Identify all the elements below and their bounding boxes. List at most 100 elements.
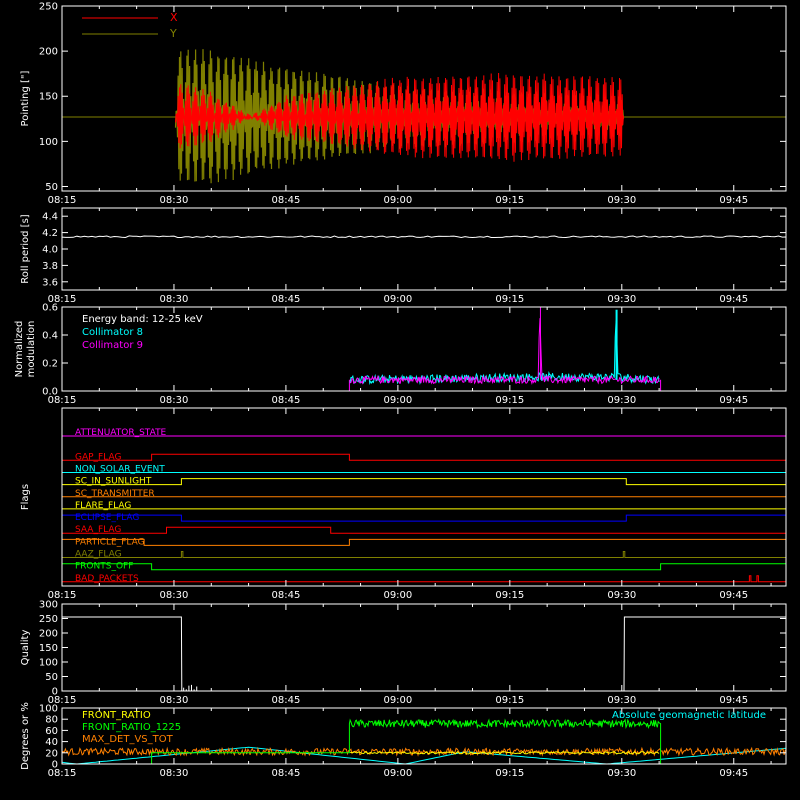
x-tick-label: 09:30 xyxy=(607,590,636,601)
y-tick-label: 200 xyxy=(39,47,58,58)
y-tick-label: 20 xyxy=(45,748,58,759)
y-tick-label: 4.0 xyxy=(42,245,58,256)
x-tick-label: 09:15 xyxy=(495,695,524,706)
y-tick-label: 0 xyxy=(52,687,58,698)
y-tick-label: 60 xyxy=(45,726,58,737)
modulation-legend-collimator-9: Collimator 9 xyxy=(82,340,143,351)
x-tick-label: 08:30 xyxy=(160,195,189,206)
panel-frame xyxy=(61,5,787,192)
axes-layer xyxy=(61,5,787,765)
x-tick-label: 08:45 xyxy=(272,195,301,206)
x-tick-label: 08:15 xyxy=(48,395,77,406)
panel-frame xyxy=(61,306,787,392)
x-tick-label: 09:00 xyxy=(383,294,412,305)
x-tick-label: 09:15 xyxy=(495,395,524,406)
y-tick-label: 0.6 xyxy=(42,303,58,314)
y-tick-label: 0.4 xyxy=(42,331,58,342)
x-tick-label: 09:45 xyxy=(719,768,748,779)
x-tick-label: 09:45 xyxy=(719,695,748,706)
x-tick-label: 08:45 xyxy=(272,395,301,406)
y-tick-label: 150 xyxy=(39,643,58,654)
x-tick-label: 09:30 xyxy=(607,195,636,206)
x-tick-label: 08:15 xyxy=(48,695,77,706)
x-tick-label: 08:15 xyxy=(48,768,77,779)
y-axis-label: Quality xyxy=(20,630,31,666)
x-tick-label: 08:15 xyxy=(48,195,77,206)
flag-line-saa-flag xyxy=(62,526,786,534)
modulation-legend-collimator-8: Collimator 8 xyxy=(82,327,143,338)
x-tick-label: 09:45 xyxy=(719,195,748,206)
flag-label-particle-flag: PARTICLE_FLAG xyxy=(75,537,145,547)
x-tick-label: 08:15 xyxy=(48,590,77,601)
y-tick-label: 100 xyxy=(39,704,58,715)
y-axis-label: Pointing ["] xyxy=(20,70,31,126)
panel-frame xyxy=(61,207,787,291)
x-tick-label: 08:45 xyxy=(272,294,301,305)
x-tick-label: 08:30 xyxy=(160,590,189,601)
x-tick-label: 08:30 xyxy=(160,395,189,406)
y-tick-label: 80 xyxy=(45,715,58,726)
x-tick-label: 08:30 xyxy=(160,768,189,779)
ratio-legend-front-ratio-1225: FRONT_RATIO_1225 xyxy=(82,722,181,733)
x-tick-label: 08:30 xyxy=(160,695,189,706)
y-tick-label: 150 xyxy=(39,92,58,103)
x-tick-label: 09:15 xyxy=(495,768,524,779)
x-tick-label: 09:30 xyxy=(607,395,636,406)
ratio-series-front-ratio-1225 xyxy=(62,718,786,765)
ratio-legend-max-det: MAX_DET_VS_TOT xyxy=(82,734,174,745)
y-tick-label: 3.6 xyxy=(42,277,58,288)
y-tick-label: 200 xyxy=(39,629,58,640)
flag-label-sc-in-sunlight: SC_IN_SUNLIGHT xyxy=(75,477,152,487)
y-axis-label: Normalized xyxy=(14,321,25,378)
y-tick-label: 3.8 xyxy=(42,261,58,272)
y-tick-label: 50 xyxy=(45,672,58,683)
panel-frame xyxy=(61,407,787,587)
x-tick-label: 08:15 xyxy=(48,294,77,305)
modulation-series-collimator-9 xyxy=(349,318,660,385)
quality-series xyxy=(62,616,786,692)
flag-line-sc-in-sunlight xyxy=(62,478,786,486)
x-tick-label: 08:30 xyxy=(160,294,189,305)
flag-label-flare-flag: FLARE_FLAG xyxy=(75,501,131,511)
flag-line-gap-flag xyxy=(62,453,786,461)
x-tick-label: 09:45 xyxy=(719,395,748,406)
y-tick-label: 100 xyxy=(39,137,58,148)
y-tick-label: 4.4 xyxy=(42,212,58,223)
y-axis-label: Roll period [s] xyxy=(20,214,31,283)
x-tick-label: 09:45 xyxy=(719,590,748,601)
y-axis-label: Degrees or % xyxy=(20,702,31,770)
modulation-series-collimator-9-left xyxy=(62,379,350,392)
x-tick-label: 09:30 xyxy=(607,768,636,779)
y-tick-label: 0.2 xyxy=(42,359,58,370)
panel-frame xyxy=(61,707,787,765)
y-tick-label: 50 xyxy=(45,182,58,193)
pointing-series-x xyxy=(175,72,624,162)
pointing-legend-x: X xyxy=(170,11,178,24)
flag-label-non-solar-event: NON_SOLAR_EVENT xyxy=(75,464,165,474)
x-tick-label: 09:00 xyxy=(383,590,412,601)
flag-label-eclipse-flag: ECLIPSE_FLAG xyxy=(75,513,139,523)
pointing-legend-y: Y xyxy=(169,27,177,40)
x-tick-label: 08:45 xyxy=(272,590,301,601)
y-tick-label: 100 xyxy=(39,658,58,669)
roll-period-series xyxy=(61,235,787,239)
x-tick-label: 09:30 xyxy=(607,294,636,305)
flag-label-attenuator-state: ATTENUATOR_STATE xyxy=(75,428,167,438)
flag-label-aaz-flag: AAZ_FLAG xyxy=(75,550,122,560)
y-tick-label: 250 xyxy=(39,2,58,13)
x-tick-label: 08:45 xyxy=(272,768,301,779)
flag-label-gap-flag: GAP_FLAG xyxy=(75,452,121,462)
flag-line-fronts-off xyxy=(62,563,786,571)
modulation-series-collimator-8 xyxy=(349,320,660,386)
y-tick-label: 4.2 xyxy=(42,228,58,239)
ratio-annotation-geomag: Absolute geomagnetic latitude xyxy=(612,710,766,721)
flag-line-aaz-flag xyxy=(62,551,786,558)
flag-label-saa-flag: SAA_FLAG xyxy=(75,525,121,535)
ratio-series-geomag-latitude xyxy=(61,746,787,765)
x-tick-label: 09:15 xyxy=(495,294,524,305)
flag-line-eclipse-flag xyxy=(62,514,786,522)
y-tick-label: 40 xyxy=(45,737,58,748)
x-tick-label: 09:15 xyxy=(495,195,524,206)
y-tick-label: 0 xyxy=(52,760,58,771)
